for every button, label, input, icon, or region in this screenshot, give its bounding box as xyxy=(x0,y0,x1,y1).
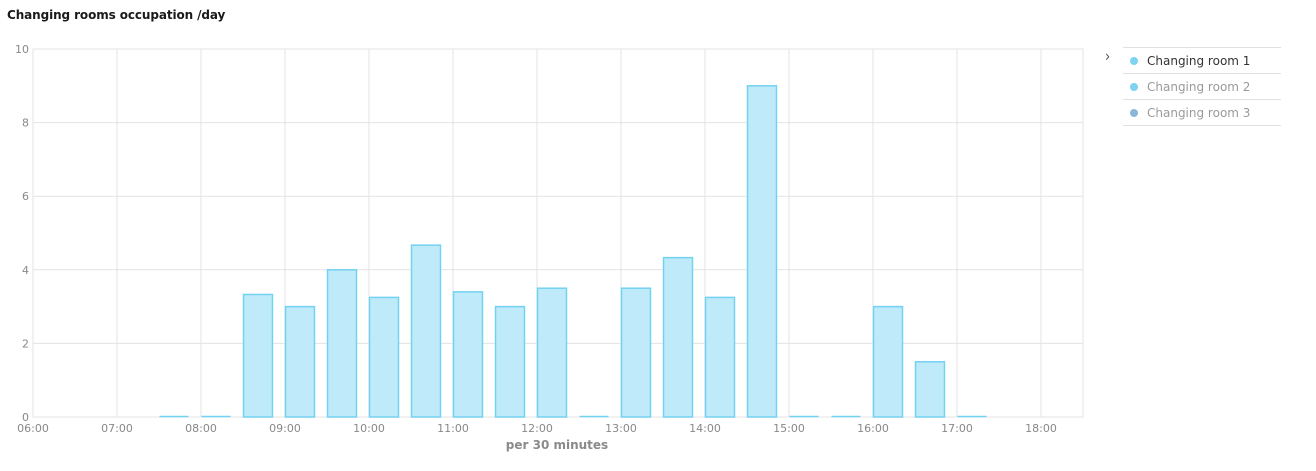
y-tick-label: 4 xyxy=(22,264,29,277)
legend-label: Changing room 1 xyxy=(1147,53,1251,68)
legend-item-changing-room-1[interactable]: Changing room 1 xyxy=(1123,48,1281,74)
x-axis-label: per 30 minutes xyxy=(506,438,608,452)
x-tick-label: 06:00 xyxy=(17,422,49,435)
bar[interactable] xyxy=(746,85,778,418)
bar[interactable] xyxy=(410,244,442,418)
bar[interactable] xyxy=(662,256,694,418)
bar[interactable] xyxy=(368,296,400,418)
x-tick-label: 10:00 xyxy=(353,422,385,435)
chart-title: Changing rooms occupation /day xyxy=(7,8,226,22)
x-tick-label: 09:00 xyxy=(269,422,301,435)
bar[interactable] xyxy=(242,293,274,418)
legend-dot-icon xyxy=(1130,56,1138,65)
x-tick-label: 11:00 xyxy=(437,422,469,435)
x-tick-label: 12:00 xyxy=(521,422,553,435)
bar[interactable] xyxy=(452,291,484,418)
x-tick-label: 16:00 xyxy=(857,422,889,435)
bar[interactable] xyxy=(914,361,946,418)
bar[interactable] xyxy=(872,305,904,418)
y-tick-label: 10 xyxy=(15,43,29,56)
legend-dot-icon xyxy=(1130,108,1138,117)
y-tick-label: 2 xyxy=(22,337,29,350)
x-tick-label: 15:00 xyxy=(773,422,805,435)
bar[interactable] xyxy=(620,287,652,418)
axes: 0 2 4 6 8 10 06:00 07:00 08:00 09:00 10:00 11:00 12:… xyxy=(15,43,1057,435)
bar[interactable] xyxy=(326,269,358,418)
legend-item-changing-room-2[interactable]: Changing room 2 xyxy=(1123,74,1281,100)
x-tick-label: 08:00 xyxy=(185,422,217,435)
y-tick-label: 0 xyxy=(22,411,29,424)
legend-dot-icon xyxy=(1130,82,1138,91)
bar[interactable] xyxy=(494,305,526,418)
y-tick-label: 8 xyxy=(22,117,29,130)
x-tick-label: 14:00 xyxy=(689,422,721,435)
x-tick-label: 17:00 xyxy=(941,422,973,435)
bar[interactable] xyxy=(536,287,568,418)
legend-label: Changing room 2 xyxy=(1147,79,1251,94)
x-tick-label: 07:00 xyxy=(101,422,133,435)
legend-label: Changing room 3 xyxy=(1147,105,1251,120)
x-tick-label: 13:00 xyxy=(605,422,637,435)
legend: Changing room 1 Changing room 2 Changing… xyxy=(1123,47,1281,126)
bar[interactable] xyxy=(704,296,736,418)
bars xyxy=(159,85,987,418)
x-tick-label: 18:00 xyxy=(1025,422,1057,435)
y-tick-label: 6 xyxy=(22,190,29,203)
chevron-right-icon[interactable]: › xyxy=(1105,48,1111,67)
legend-item-changing-room-3[interactable]: Changing room 3 xyxy=(1123,100,1281,126)
bar[interactable] xyxy=(284,305,316,418)
